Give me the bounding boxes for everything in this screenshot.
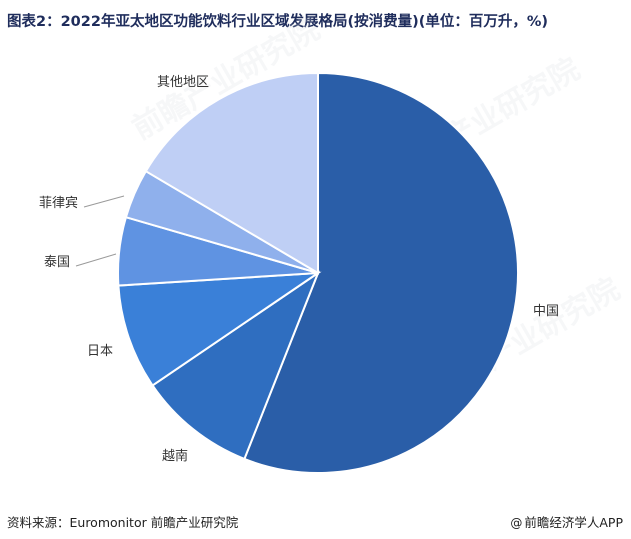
pie-slice-0: [243, 71, 519, 474]
pie-leader-lines: [75, 195, 125, 267]
slice-label-3: 泰国: [44, 255, 70, 270]
brand-name: 前瞻经济学人APP: [524, 515, 623, 530]
pie-slice-2: [117, 271, 322, 387]
leader-line-4: [83, 195, 125, 208]
at-icon: @: [510, 516, 523, 530]
pie-slices: [116, 71, 519, 474]
slice-label-2: 日本: [87, 344, 113, 359]
source-note: 资料来源：Euromonitor 前瞻产业研究院: [7, 515, 239, 530]
slice-label-1: 越南: [162, 448, 188, 464]
leader-line-3: [75, 253, 117, 267]
slice-label-0: 中国: [533, 304, 559, 319]
pie-slice-1: [151, 270, 321, 461]
slice-label-5: 其他地区: [157, 75, 209, 90]
pie-slice-5: [144, 71, 319, 275]
slice-label-4: 菲律宾: [39, 195, 78, 211]
chart-title: 图表2：2022年亚太地区功能饮料行业区域发展格局(按消费量)(单位：百万升，%…: [7, 14, 548, 30]
brand-credit: @ 前瞻经济学人APP: [510, 512, 623, 531]
